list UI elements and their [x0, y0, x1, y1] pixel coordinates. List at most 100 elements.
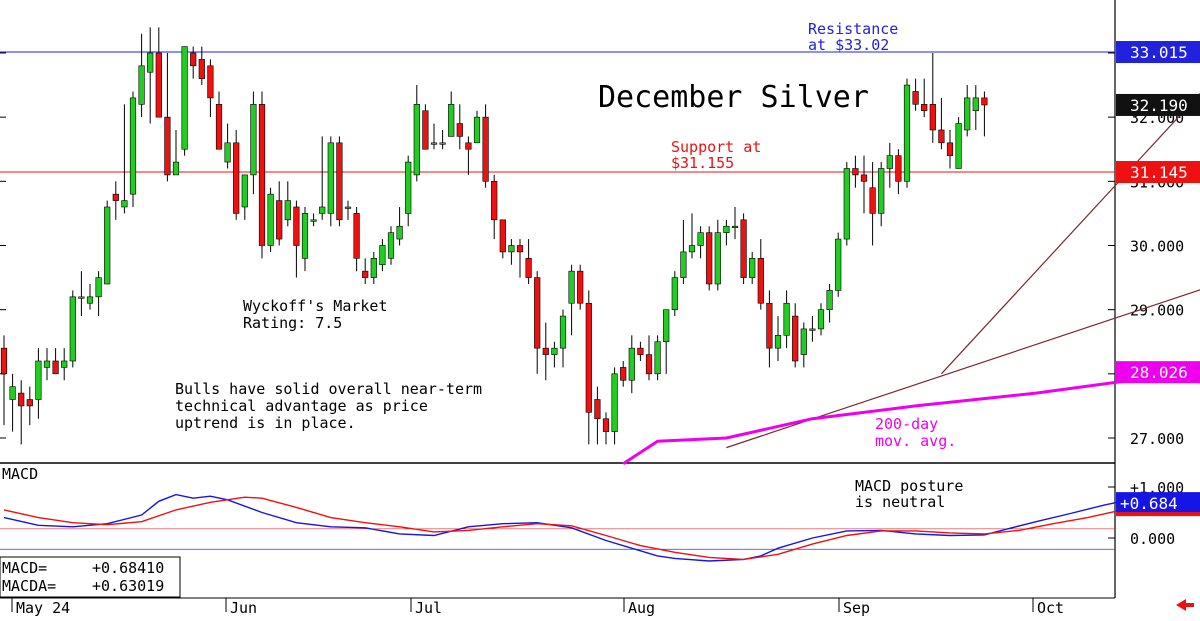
candle-body [241, 174, 248, 208]
back-arrow-icon[interactable] [1176, 599, 1194, 611]
y-tick-label: 27.000 [1130, 430, 1184, 448]
resistance-label-2: at $33.02 [808, 36, 889, 54]
ma200-label-1: 200-day [875, 415, 938, 433]
candle-body [903, 84, 911, 182]
candle-body [835, 238, 842, 291]
candle-body [637, 347, 644, 355]
macd-value-tag [1116, 492, 1200, 515]
candle-body [723, 225, 730, 233]
candle-body [938, 129, 945, 144]
candle-body [749, 258, 756, 278]
chart-title: December Silver [598, 80, 869, 115]
candle-body [921, 104, 928, 112]
candle-body [774, 335, 782, 349]
candle-body [766, 302, 773, 349]
candle-body [542, 347, 549, 355]
macda-readout-value: +0.63019 [92, 577, 164, 595]
candles [0, 27, 988, 445]
candle-body [78, 296, 85, 299]
ma200-line [622, 370, 1192, 465]
candle-body [379, 245, 386, 266]
candle-body [370, 258, 377, 278]
candle-body [86, 296, 94, 304]
price-tag [1116, 93, 1200, 116]
candle-body [577, 270, 584, 304]
candle-body [267, 193, 274, 246]
candle-body [198, 59, 205, 79]
candle-body [293, 206, 300, 246]
macd-readout-box [0, 556, 181, 598]
candle-body [465, 142, 472, 150]
candle-body [258, 104, 266, 246]
candle-body [525, 258, 532, 278]
trendline [940, 92, 1200, 375]
candle-body [9, 386, 16, 400]
macd-readout-label: MACD= [2, 559, 47, 577]
resistance-label-1: Resistance [808, 20, 898, 38]
candle-body [645, 354, 653, 375]
candle-body [809, 328, 816, 331]
candle-body [800, 328, 807, 355]
macd-lines: +0.684 [3, 492, 1200, 562]
candle-body [964, 97, 971, 131]
candle-body [250, 104, 257, 176]
macd-value-tag-label: +0.684 [1120, 494, 1178, 513]
x-tick-label: Oct [1037, 599, 1064, 617]
x-tick-label: Jul [415, 599, 442, 617]
macd-series-line [3, 496, 1191, 561]
y-tick-label: 30.000 [1130, 237, 1184, 255]
candle-body [886, 155, 893, 169]
candle-body [706, 232, 713, 285]
candle-body [413, 104, 420, 176]
candle-body [663, 309, 670, 343]
candle-body [276, 200, 283, 240]
macd-posture-label-2: is neutral [855, 493, 945, 511]
candle-body [310, 219, 317, 222]
candle-body [499, 219, 506, 253]
price-tag-label: 32.190 [1130, 96, 1188, 115]
bulls-label-1: Bulls have solid overall near-term [175, 380, 482, 398]
candle-body [534, 277, 541, 349]
candle-body [929, 104, 936, 131]
y-tick-label: 29.000 [1130, 302, 1184, 320]
candle-body [508, 245, 515, 253]
candle-body [516, 245, 524, 253]
candle-body [878, 168, 885, 214]
candle-body [69, 296, 76, 362]
price-tag [1116, 361, 1200, 384]
x-tick-label: Sep [843, 599, 870, 617]
bulls-label-2: technical advantage as price [175, 397, 428, 415]
price-tag-label: 28.026 [1130, 363, 1188, 382]
candle-body [52, 360, 59, 375]
candle-body [422, 110, 429, 150]
candle-body [680, 251, 687, 278]
candle-body [336, 142, 343, 221]
candle-body [172, 161, 180, 176]
candle-body [981, 97, 988, 106]
macda-value-tag [1116, 512, 1200, 517]
candle-body [602, 418, 610, 432]
price-tag-label: 31.145 [1130, 163, 1188, 182]
candle-body [215, 104, 223, 150]
wyckoff-label-1: Wyckoff's Market [243, 297, 388, 315]
candle-body [439, 142, 446, 145]
candle-body [792, 315, 799, 362]
candle-body [95, 277, 102, 298]
x-axis: May 24 Jun Jul Aug Sep Oct [11, 598, 1064, 617]
candle-body [912, 91, 919, 105]
ma200-label-2: mov. avg. [875, 432, 956, 450]
candle-body [190, 52, 197, 67]
candle-body [482, 116, 489, 182]
candle-body [714, 232, 721, 285]
candle-body [430, 142, 438, 145]
candle-body [147, 52, 154, 73]
candle-body [344, 206, 352, 209]
candle-body [43, 360, 51, 368]
macd-posture-label-1: MACD posture [855, 477, 963, 495]
price-tags: 33.015 32.190 31.145 28.026 [1116, 41, 1200, 384]
candle-body [301, 213, 309, 259]
candle-body [671, 277, 678, 310]
candle-body [697, 232, 704, 246]
